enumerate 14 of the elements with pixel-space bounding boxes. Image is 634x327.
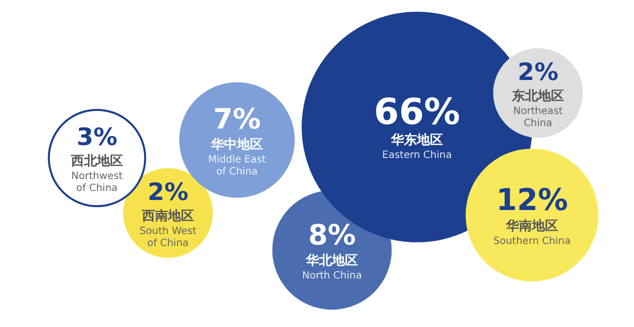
data-label: 7% [213,102,261,136]
data-label: 66% [374,92,460,133]
data-label: 3% [76,123,118,152]
data-label: 2% [148,178,188,206]
data-label: 2% [518,58,558,86]
category-label: 东北地区 Northeast China [511,88,564,130]
category-label: 西北地区 Northwest of China [70,154,123,194]
data-label: 8% [308,218,356,252]
data-label: 12% [496,183,568,218]
category-label: 华中地区 Middle East of China [208,137,266,178]
category-label: 华东地区 Eastern China [382,132,452,161]
category-label: 华北地区 North China [302,253,362,282]
category-label: 西南地区 South West of China [140,209,196,250]
category-label: 华南地区 Southern China [493,219,571,247]
